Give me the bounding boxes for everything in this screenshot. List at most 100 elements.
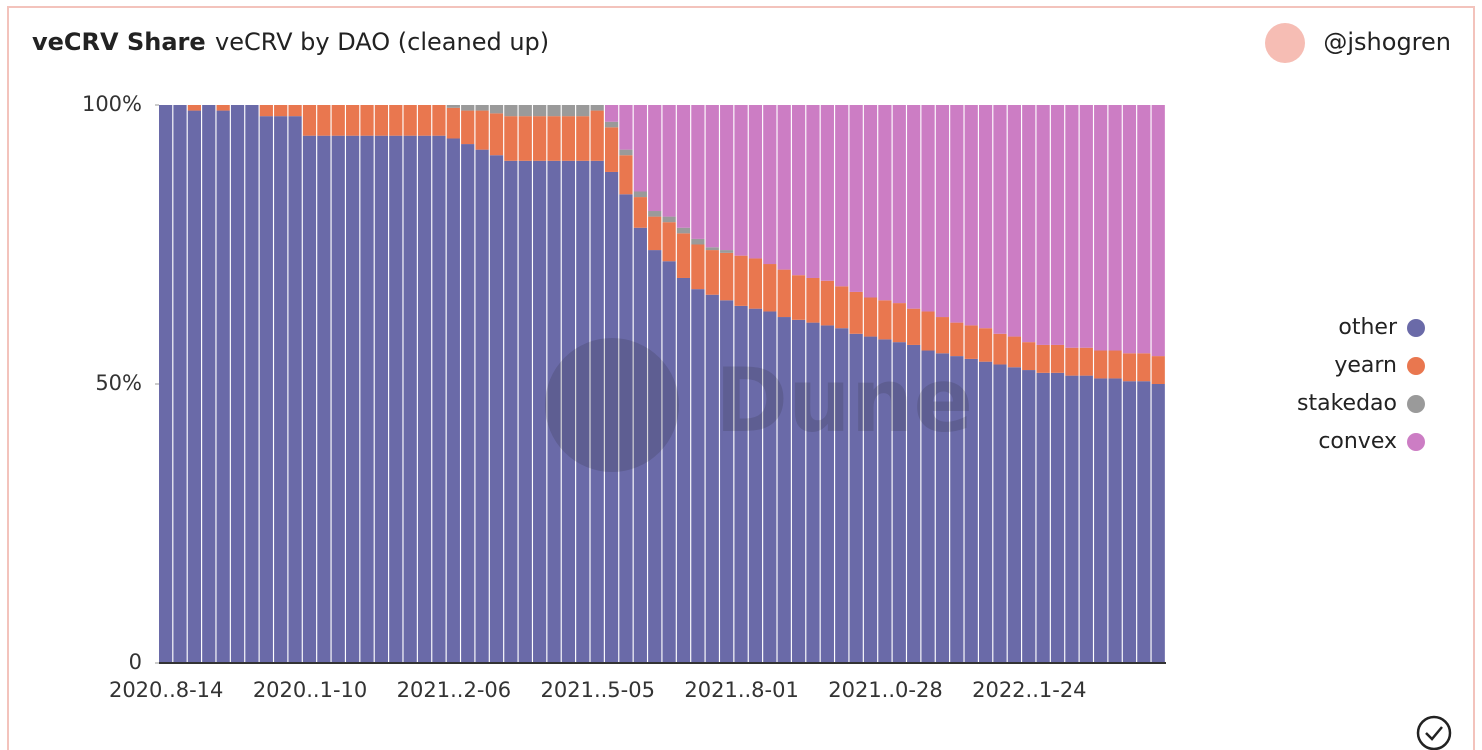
- bar-segment: [993, 364, 1007, 663]
- bar-segment: [676, 227, 691, 234]
- bar-segment: [720, 105, 734, 251]
- plot: 0 50% 100% 2020..8-14 2020..1-10 2021..2-06 20…: [82, 92, 1425, 702]
- bar-segment: [820, 325, 834, 663]
- bar-segment: [504, 116, 518, 161]
- bar-segment: [1065, 375, 1079, 663]
- bar-segment: [705, 105, 719, 248]
- bar-segment: [676, 277, 691, 663]
- bar-segment: [1151, 384, 1165, 663]
- bar-segment: [1079, 375, 1093, 663]
- bar-segment: [720, 250, 734, 253]
- x-tick-label: 2020..8-14: [109, 678, 223, 702]
- bar-segment: [259, 116, 273, 663]
- legend-label: other: [1338, 315, 1398, 340]
- bar-segment: [259, 105, 273, 117]
- bar-segment: [648, 211, 662, 217]
- bar-segment: [1094, 105, 1108, 351]
- check-mark[interactable]: [1425, 726, 1443, 741]
- avatar[interactable]: [1265, 23, 1305, 63]
- bar-segment: [950, 105, 964, 323]
- bar-segment: [561, 116, 576, 161]
- x-tick-label: 2022..1-24: [972, 678, 1086, 702]
- bar-segment: [1050, 372, 1065, 663]
- bar-segment: [446, 107, 460, 139]
- bar-segment: [935, 353, 950, 663]
- bar-segment: [748, 308, 763, 663]
- bar-segment: [374, 135, 389, 663]
- bar-segment: [720, 252, 734, 301]
- bar-segment: [1050, 105, 1065, 345]
- legend-swatch: [1407, 319, 1425, 337]
- bar-segment: [633, 227, 647, 663]
- bar-segment: [288, 116, 302, 663]
- bar-segment: [1007, 105, 1021, 337]
- bar-segment: [216, 110, 230, 663]
- check-circle[interactable]: [1416, 715, 1452, 750]
- bar-segment: [1022, 370, 1036, 663]
- bar-segment: [432, 105, 446, 136]
- bar-segment: [734, 305, 748, 663]
- bar-segment: [619, 194, 633, 663]
- bar-segment: [806, 277, 820, 323]
- bar-segment: [245, 105, 259, 663]
- bar-segment: [907, 344, 921, 663]
- bar-segment: [993, 333, 1007, 365]
- bar-segment: [978, 328, 993, 362]
- bar-segment: [921, 105, 935, 312]
- bar-segment: [604, 105, 619, 122]
- bar-segment: [202, 105, 216, 663]
- bar-segment: [604, 171, 619, 663]
- bar-segment: [461, 144, 475, 663]
- bar-segment: [763, 105, 777, 265]
- watermark-text: Dune: [715, 349, 973, 452]
- bar-segment: [863, 336, 878, 663]
- bar-segment: [1137, 381, 1151, 663]
- bar-segment: [274, 105, 288, 117]
- bar-segment: [360, 135, 374, 663]
- watermark-logo: Dune: [545, 338, 973, 472]
- x-tick-label: 2021..5-05: [541, 678, 655, 702]
- bar-segment: [921, 311, 935, 351]
- bar-segment: [274, 116, 288, 663]
- chart-subtitle: veCRV by DAO (cleaned up): [215, 28, 549, 56]
- bar-segment: [950, 322, 964, 357]
- bar-segment: [892, 105, 906, 304]
- bar-segment: [533, 116, 547, 161]
- bar-segment: [835, 286, 849, 329]
- bar-segment: [1108, 378, 1122, 663]
- bar-segment: [648, 250, 662, 663]
- bar-segment: [950, 356, 964, 663]
- author[interactable]: @jshogren: [1323, 28, 1451, 56]
- bar-segment: [705, 250, 719, 295]
- bar-segment: [676, 105, 691, 228]
- bar-segment: [1022, 342, 1036, 371]
- bar-segment: [317, 135, 331, 663]
- bar-segment: [806, 105, 820, 278]
- bar-segment: [878, 105, 892, 301]
- bar-segment: [533, 160, 547, 664]
- bar-segment: [446, 138, 460, 664]
- bar-segment: [619, 155, 633, 195]
- bar-segment: [863, 297, 878, 337]
- bar-segment: [518, 105, 532, 117]
- y-tick-label: 100%: [82, 92, 142, 116]
- bar-segment: [777, 317, 791, 663]
- bar-segment: [691, 289, 705, 663]
- check-icon[interactable]: [1416, 715, 1452, 750]
- legend-label: convex: [1318, 429, 1397, 454]
- bar-segment: [216, 105, 230, 111]
- x-tick-label: 2021..8-01: [684, 678, 798, 702]
- bar-segment: [547, 116, 561, 161]
- bar-segment: [403, 105, 417, 136]
- bar-segment: [763, 264, 777, 312]
- bar-segment: [806, 322, 820, 663]
- bar-segment: [302, 135, 317, 663]
- bar-segment: [590, 160, 604, 664]
- bar-segment: [835, 105, 849, 287]
- bar-segment: [346, 105, 360, 136]
- bar-segment: [561, 105, 576, 117]
- bar-segment: [1065, 347, 1079, 376]
- bar-segment: [791, 105, 806, 276]
- bar-segment: [561, 160, 576, 664]
- x-tick-label: 2021..0-28: [828, 678, 942, 702]
